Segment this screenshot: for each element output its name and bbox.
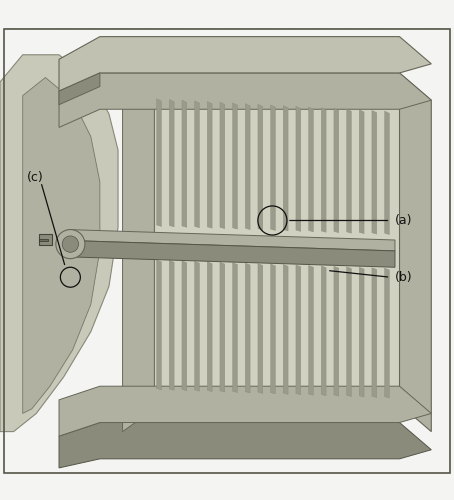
Text: (c): (c) (27, 171, 44, 184)
Polygon shape (195, 262, 199, 391)
Polygon shape (68, 230, 395, 251)
Circle shape (62, 236, 79, 252)
Polygon shape (271, 105, 276, 230)
Polygon shape (346, 267, 351, 396)
Polygon shape (182, 100, 187, 228)
Polygon shape (220, 262, 225, 392)
Polygon shape (372, 268, 377, 398)
Polygon shape (0, 55, 118, 432)
Polygon shape (385, 111, 390, 234)
Polygon shape (157, 260, 162, 390)
Polygon shape (220, 102, 225, 228)
Polygon shape (39, 234, 52, 245)
Polygon shape (59, 73, 431, 128)
Polygon shape (59, 36, 431, 91)
Polygon shape (195, 101, 199, 228)
Polygon shape (334, 266, 339, 396)
Polygon shape (245, 104, 250, 230)
Polygon shape (169, 260, 174, 390)
Polygon shape (271, 264, 276, 394)
Polygon shape (346, 109, 351, 233)
Polygon shape (182, 261, 187, 390)
Polygon shape (359, 110, 364, 234)
Polygon shape (296, 265, 301, 395)
Polygon shape (400, 73, 431, 432)
Polygon shape (321, 266, 326, 396)
Polygon shape (385, 268, 390, 398)
Polygon shape (359, 268, 364, 397)
Circle shape (56, 230, 85, 258)
Polygon shape (207, 102, 212, 228)
Text: (a): (a) (395, 214, 413, 227)
Polygon shape (207, 262, 212, 392)
Polygon shape (309, 107, 313, 232)
Polygon shape (123, 82, 154, 432)
Text: (b): (b) (395, 270, 413, 283)
Polygon shape (68, 240, 395, 268)
Polygon shape (283, 264, 288, 394)
Polygon shape (258, 264, 263, 394)
Polygon shape (372, 110, 377, 234)
Polygon shape (39, 238, 48, 241)
Polygon shape (59, 422, 431, 468)
Polygon shape (23, 78, 100, 413)
Polygon shape (309, 266, 313, 396)
Polygon shape (59, 73, 100, 104)
Polygon shape (169, 100, 174, 227)
Polygon shape (232, 262, 237, 392)
Polygon shape (258, 104, 263, 230)
Polygon shape (232, 103, 237, 229)
Polygon shape (154, 82, 400, 404)
Polygon shape (245, 263, 250, 393)
Polygon shape (59, 386, 431, 436)
Polygon shape (334, 108, 339, 232)
Polygon shape (157, 99, 162, 226)
Polygon shape (321, 108, 326, 232)
Polygon shape (283, 106, 288, 231)
Polygon shape (296, 106, 301, 232)
